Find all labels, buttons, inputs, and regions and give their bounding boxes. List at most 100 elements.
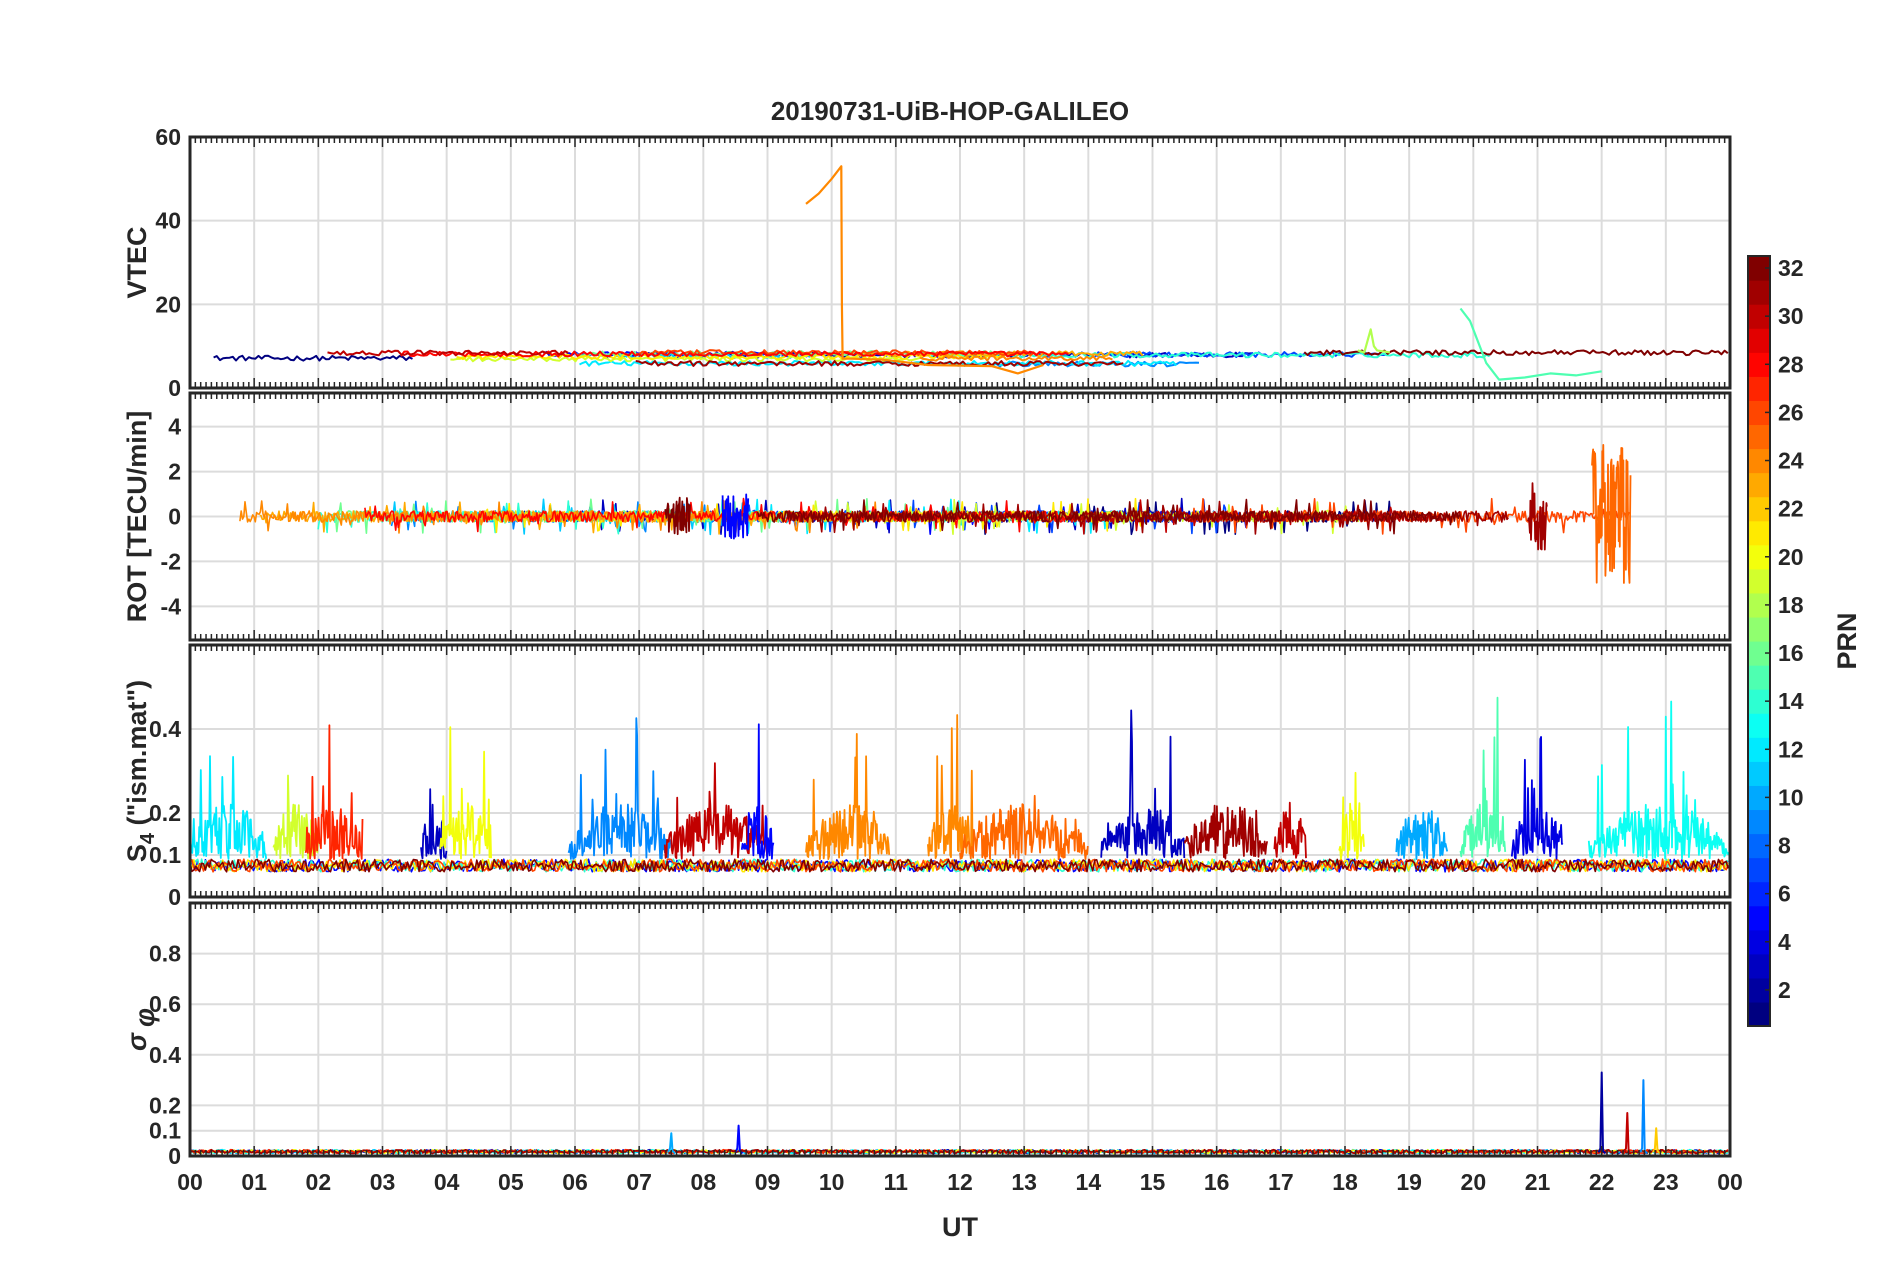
y-axis-label: S4 ("ism.mat") [122, 680, 159, 862]
y-tick-label: 0 [168, 884, 181, 910]
minor-ticks [189, 903, 1731, 1156]
s4-background-line [190, 858, 1729, 873]
colorbar-tick-label: 4 [1778, 929, 1791, 955]
y-tick-label: 60 [155, 124, 181, 150]
y-tick-label: 2 [168, 459, 181, 485]
s4-series-line [1183, 804, 1269, 860]
colorbar-segment [1748, 737, 1770, 762]
colorbar-tick-label: 28 [1778, 351, 1804, 377]
x-tick-label: 18 [1332, 1169, 1358, 1195]
s4-series-line [663, 762, 769, 860]
sigma-spike [1597, 1071, 1607, 1155]
s4-series-line [304, 724, 364, 861]
s4-series-line [439, 726, 492, 860]
colorbar-segment [1748, 592, 1770, 618]
colorbar-tick-label: 14 [1778, 688, 1804, 714]
vtec-series-line [1303, 349, 1729, 357]
colorbar-tick-label: 32 [1778, 255, 1804, 281]
s4-series-line [1100, 709, 1186, 859]
colorbar-segment [1748, 785, 1770, 811]
y-tick-label: 0.1 [149, 1118, 181, 1144]
x-tick-label: 01 [241, 1169, 267, 1195]
y-axis-label: ROT [TECU/min] [122, 411, 152, 622]
x-tick-label: 19 [1396, 1169, 1422, 1195]
x-tick-label: 21 [1525, 1169, 1551, 1195]
colorbar-segment [1748, 665, 1770, 690]
sigma-spike [667, 1132, 676, 1155]
colorbar-segment [1748, 328, 1770, 353]
s4-series-line [272, 774, 319, 860]
colorbar-segment [1748, 520, 1770, 546]
colorbar-label: PRN [1832, 612, 1862, 669]
colorbar-segment [1748, 616, 1770, 642]
colorbar-segment [1748, 833, 1770, 859]
y-tick-label: 0 [168, 1143, 181, 1169]
colorbar-tick-label: 24 [1778, 448, 1804, 474]
s4-series-line [1510, 736, 1564, 860]
colorbar-segment [1748, 929, 1770, 955]
colorbar-segment [1748, 448, 1770, 474]
x-tick-label: 00 [1717, 1169, 1743, 1195]
x-tick-label: 23 [1653, 1169, 1679, 1195]
panel-2: -4 -2 0 2 4 ROT [TECU/min] [122, 391, 1732, 642]
colorbar-tick-label: 22 [1778, 496, 1804, 522]
y-tick-label: 0 [168, 375, 181, 401]
y-tick-label: 0.2 [149, 800, 181, 826]
sigma-spike [1623, 1112, 1632, 1155]
colorbar-segment [1748, 280, 1770, 305]
colorbar-segment [1748, 857, 1770, 883]
panel-data [239, 443, 1632, 584]
y-tick-label: 0.6 [149, 991, 181, 1017]
minor-ticks [189, 645, 1731, 897]
colorbar-segment [1748, 400, 1770, 426]
y-tick-label: 0.4 [149, 716, 181, 742]
vtec-series-line [919, 354, 1113, 362]
rot-burst-line [664, 496, 691, 536]
colorbar-frame [1747, 255, 1771, 1027]
rot-burst-line [1527, 482, 1548, 551]
chart-title: 20190731-UiB-HOP-GALILEO [771, 96, 1129, 126]
vtec-series-line [805, 165, 1044, 375]
vtec-series-line [213, 354, 413, 362]
y-tick-label: 40 [155, 208, 181, 234]
colorbar-segment [1748, 472, 1770, 498]
s4-series-line [190, 755, 268, 860]
colorbar-segment [1748, 689, 1770, 714]
y-tick-label: 20 [155, 291, 181, 317]
rot-burst-line [721, 493, 750, 540]
y-axis-label: VTEC [122, 226, 152, 298]
x-tick-label: 20 [1461, 1169, 1487, 1195]
x-tick-label: 00 [177, 1169, 203, 1195]
minor-ticks [189, 393, 1731, 640]
s4-series-line [959, 794, 1089, 861]
panel-data [213, 165, 1729, 381]
colorbar-segment [1748, 424, 1770, 450]
x-tick-label: 15 [1140, 1169, 1166, 1195]
colorbar-tick-label: 26 [1778, 399, 1804, 425]
s4-series-line [927, 714, 974, 860]
y-tick-label: 0.4 [149, 1042, 181, 1068]
colorbar-segment [1748, 905, 1770, 931]
colorbar-tick-label: 2 [1778, 977, 1791, 1003]
x-tick-label: 16 [1204, 1169, 1230, 1195]
colorbar-segment [1748, 977, 1770, 1003]
colorbar-segment [1748, 256, 1770, 281]
colorbar-segment [1748, 761, 1770, 786]
vtec-series-line [327, 349, 569, 357]
colorbar-segment [1748, 809, 1770, 835]
colorbar-segment [1748, 881, 1770, 907]
vtec-series-line [1357, 328, 1391, 354]
x-tick-label: 14 [1076, 1169, 1102, 1195]
colorbar-segment [1748, 641, 1770, 666]
x-tick-label: 11 [884, 1169, 909, 1195]
x-tick-label: 04 [434, 1169, 460, 1195]
s4-series-line [1587, 700, 1730, 860]
y-tick-label: 0 [168, 504, 181, 530]
x-tick-label: 08 [691, 1169, 717, 1195]
y-tick-label: 4 [168, 414, 181, 440]
vtec-series-line [635, 360, 1124, 367]
panel-4: 00.10.2 0.4 0.6 0.8 σφ [122, 901, 1732, 1169]
